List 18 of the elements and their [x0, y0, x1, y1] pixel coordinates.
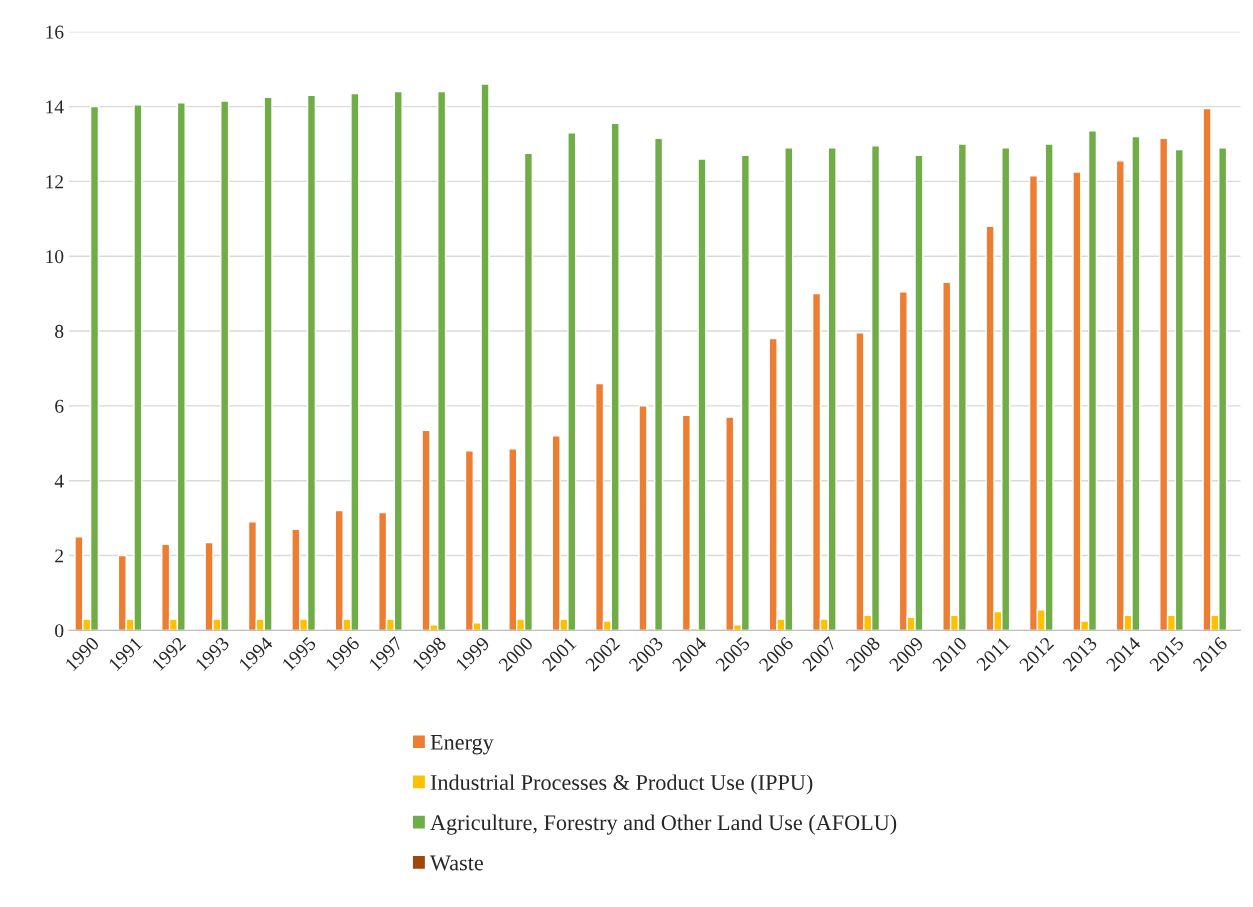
legend-label: Industrial Processes & Product Use (IPPU) — [430, 774, 813, 795]
legend-label: Energy — [430, 735, 494, 755]
y-tick-label: 16 — [46, 25, 64, 39]
legend-label: Waste — [430, 855, 483, 871]
x-tick-label: 1991 — [108, 636, 143, 672]
y-tick-label: 8 — [55, 324, 64, 338]
y-tick-label: 10 — [46, 250, 64, 264]
y-tick-label: 14 — [46, 100, 64, 114]
y-tick-label: 2 — [55, 549, 63, 563]
x-tick-label: 1999 — [455, 636, 491, 672]
x-tick-label: 1992 — [151, 636, 187, 672]
y-tick-label: 12 — [46, 175, 63, 189]
y-tick-label: 6 — [55, 399, 64, 413]
y-tick-label: 4 — [54, 474, 64, 488]
x-tick-label: 1990 — [64, 636, 100, 672]
y-tick-label: 0 — [55, 624, 64, 638]
x-tick-label: 2011 — [975, 636, 1011, 672]
legend-label: Agriculture, Forestry and Other Land Use (AFOLU) — [430, 814, 897, 835]
